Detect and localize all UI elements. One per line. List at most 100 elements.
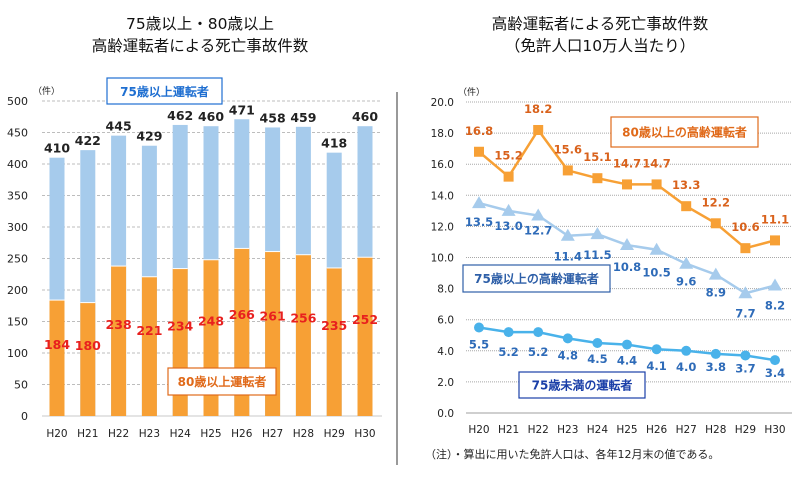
bar-80-label: 266	[229, 307, 255, 322]
x-tick-label: H22	[528, 424, 549, 436]
bar-80-label: 180	[75, 338, 101, 353]
data-label: 16.8	[465, 124, 493, 138]
legend-label-75-plus: 75歳以上の高齢運転者	[474, 271, 599, 286]
legend-label-80: 80歳以上運転者	[178, 374, 267, 389]
marker-square	[474, 146, 484, 157]
x-tick-label: H27	[262, 428, 283, 440]
marker-square	[503, 171, 514, 182]
marker-circle	[562, 333, 573, 344]
bar-80-label: 184	[44, 337, 70, 352]
marker-square	[592, 173, 603, 184]
y-unit-label: （件）	[33, 85, 60, 97]
bar-80-label: 261	[260, 309, 286, 324]
x-tick-label: H29	[324, 428, 345, 440]
data-label: 12.7	[524, 224, 552, 238]
marker-square	[533, 124, 544, 135]
x-tick-label: H28	[293, 428, 314, 440]
x-tick-label: H29	[735, 424, 756, 436]
marker-circle	[710, 348, 721, 359]
marker-square	[562, 165, 573, 176]
y-tick-label: 2.0	[437, 377, 454, 389]
data-label: 18.2	[524, 102, 552, 116]
bar-total-label: 460	[352, 109, 378, 124]
y-tick-label: 50	[14, 379, 28, 392]
legend-box-75	[106, 77, 223, 105]
y-tick-label: 12.0	[431, 221, 454, 233]
bar-80-over	[141, 276, 157, 416]
y-tick-label: 6.0	[437, 315, 454, 327]
marker-triangle	[590, 227, 605, 240]
x-tick-label: H21	[77, 428, 98, 440]
right-chart-title-line-1: 高齢運転者による死亡事故件数	[491, 15, 709, 33]
marker-square	[740, 243, 751, 254]
right-chart-title: 高齢運転者による死亡事故件数 （免許人口10万人当たり）	[400, 13, 800, 57]
data-label: 4.4	[617, 354, 637, 368]
bar-total-label: 458	[260, 110, 286, 125]
marker-circle	[681, 345, 692, 356]
bar-total-label: 445	[106, 119, 132, 134]
data-label: 3.8	[706, 360, 726, 374]
marker-triangle	[768, 278, 782, 291]
bar-80-label: 234	[167, 318, 193, 333]
y-tick-label: 450	[7, 127, 28, 140]
bar-total-label: 471	[229, 102, 255, 117]
legend-box-under-75	[518, 371, 646, 399]
legend-label-under-75: 75歳未満の運転者	[532, 378, 633, 393]
left-bar-chart: 0 50 100 150 200 250 300 350 400 450 500 （件） 410 184 H…	[7, 77, 382, 440]
left-chart-title-line-1: 75歳以上・80歳以上	[126, 15, 274, 33]
bar-80-label: 248	[198, 313, 224, 328]
legend-box-80-plus	[610, 116, 759, 148]
marker-triangle	[560, 228, 575, 241]
y-tick-label: 0.0	[437, 408, 454, 420]
bar-total-label: 459	[290, 110, 316, 125]
bar-80-label: 238	[106, 317, 132, 332]
x-tick-label: H22	[108, 428, 129, 440]
marker-circle	[474, 322, 484, 333]
data-label: 15.1	[583, 150, 611, 164]
x-tick-label: H24	[587, 424, 609, 436]
data-label: 11.4	[554, 250, 582, 264]
data-label: 5.5	[469, 337, 489, 351]
marker-square	[651, 179, 662, 190]
marker-square	[622, 179, 632, 190]
marker-square	[770, 235, 780, 246]
x-tick-label: H21	[498, 424, 519, 436]
marker-square	[681, 201, 692, 212]
data-label: 3.4	[765, 366, 785, 380]
marker-triangle	[501, 203, 516, 216]
marker-circle	[740, 350, 751, 361]
bar-total-label: 429	[136, 129, 162, 144]
x-tick-label: H25	[200, 428, 221, 440]
x-tick-label: H30	[764, 424, 785, 436]
x-tick-label: H20	[46, 428, 67, 440]
marker-triangle	[708, 267, 723, 280]
data-label: 14.7	[613, 156, 641, 170]
data-label: 4.0	[676, 360, 696, 374]
x-tick-label: H23	[139, 428, 160, 440]
data-label: 5.2	[528, 345, 548, 359]
data-label: 8.2	[765, 298, 785, 312]
marker-triangle	[620, 238, 634, 251]
bar-80-over	[111, 266, 127, 416]
bar-80-over	[295, 254, 311, 416]
bar-80-label: 252	[352, 312, 378, 327]
y-unit-label: （件）	[458, 86, 485, 98]
bar-80-label: 235	[321, 318, 347, 333]
left-chart-title: 75歳以上・80歳以上 高齢運転者による死亡事故件数	[0, 13, 400, 57]
y-tick-label: 20.0	[431, 97, 454, 109]
marker-circle	[770, 355, 780, 366]
data-label: 14.7	[642, 156, 670, 170]
data-label: 13.3	[672, 178, 700, 192]
right-line-chart: 0.0 2.0 4.0 6.0 8.0 10.0 12.0 14.0 16.0 18.0 20.0 （…	[431, 86, 792, 436]
bar-80-over	[49, 300, 65, 416]
data-label: 15.6	[554, 142, 582, 156]
data-label: 10.8	[613, 260, 641, 274]
x-tick-label: H20	[468, 424, 489, 436]
data-label: 15.2	[494, 149, 522, 163]
x-tick-label: H26	[646, 424, 668, 436]
data-label: 13.0	[494, 219, 522, 233]
legend-label-80-plus: 80歳以上の高齢運転者	[622, 125, 747, 140]
data-label: 5.2	[498, 345, 518, 359]
x-tick-label: H30	[354, 428, 375, 440]
